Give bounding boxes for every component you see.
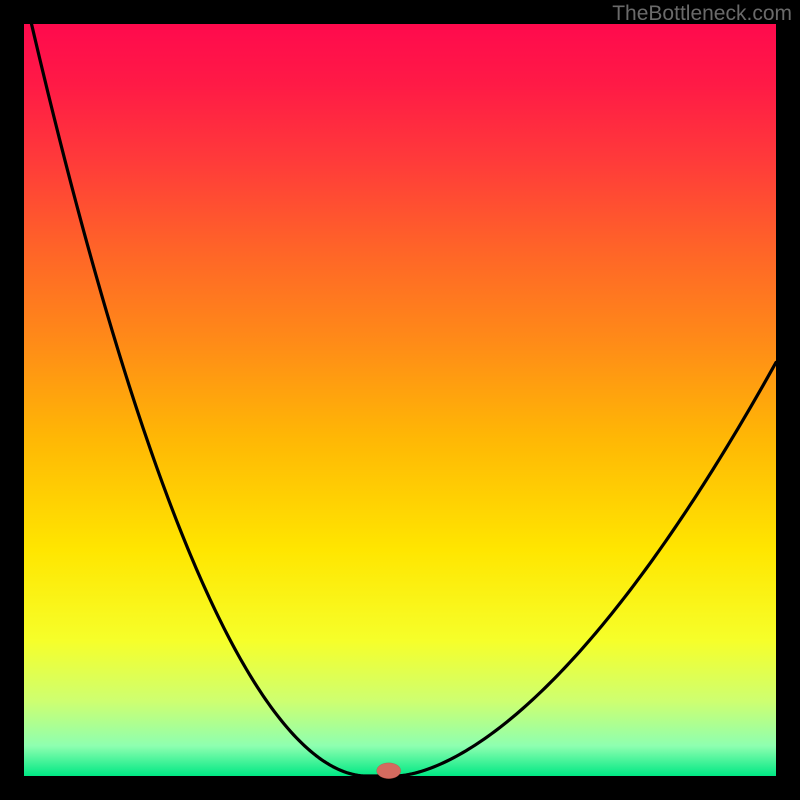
bottleneck-chart — [0, 0, 800, 800]
plot-background — [24, 24, 776, 776]
optimum-marker — [377, 763, 401, 779]
watermark-text: TheBottleneck.com — [612, 2, 792, 26]
